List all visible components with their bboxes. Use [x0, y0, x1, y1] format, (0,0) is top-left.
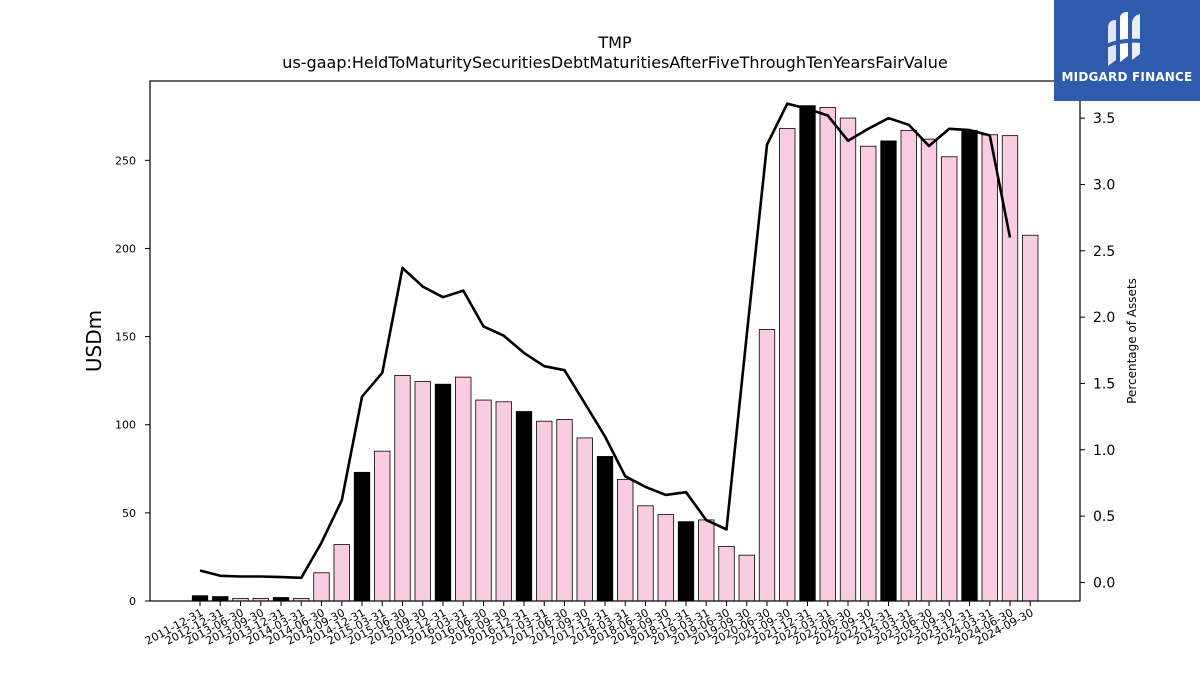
bar-2018-06-30: [637, 505, 654, 602]
bar-2019-06-30: [718, 545, 735, 602]
y2-tick-label: 1.0: [1093, 443, 1115, 459]
bar-2016-09-30: [495, 401, 512, 602]
bar-2022-09-30: [860, 145, 877, 602]
bar-2019-09-30: [738, 554, 755, 602]
y-axis-label: USDm: [82, 310, 106, 372]
bar-2021-12-31: [799, 105, 816, 602]
y2-axis-label: Percentage of Assets: [1125, 278, 1139, 404]
bars-group: [191, 105, 1039, 602]
bar-2015-12-31: [434, 383, 452, 602]
line-group: [199, 102, 1012, 580]
chart-title: TMP: [597, 33, 632, 52]
bar-2017-03-31: [536, 420, 553, 602]
logo-text: MIDGARD FINANCE: [1061, 70, 1193, 84]
y-tick-label: 50: [122, 507, 136, 520]
bar-2023-12-31: [961, 129, 978, 602]
y-tick-label: 200: [115, 242, 136, 255]
bar-2018-12-31: [677, 521, 695, 602]
bar-2020-06-30: [758, 329, 776, 602]
bar-2012-12-31: [212, 596, 229, 602]
bar-2014-12-31: [353, 471, 371, 602]
bar-2014-09-30: [333, 544, 350, 602]
y2-tick-label: 0.5: [1093, 509, 1115, 525]
bar-2022-03-31: [819, 107, 836, 602]
y-axis: 0 50 100 150 200 250: [115, 154, 150, 608]
bar-2016-03-31: [455, 376, 472, 602]
bar-2021-09-30: [779, 128, 796, 602]
line-percentage-of-assets: [199, 102, 1012, 580]
bar-2022-06-30: [839, 117, 857, 602]
bar-2016-06-30: [475, 399, 492, 602]
bar-2016-12-31: [515, 411, 533, 602]
bar-2015-09-30: [414, 381, 431, 602]
y-tick-label: 100: [115, 419, 136, 432]
bar-2015-06-30: [394, 374, 411, 602]
logo: MIDGARD FINANCE: [1054, 0, 1200, 101]
y-tick-label: 250: [115, 154, 136, 167]
bar-2015-03-31: [374, 450, 391, 602]
bar-2023-09-30: [941, 156, 958, 602]
bar-2018-09-30: [657, 514, 674, 602]
y2-tick-label: 2.5: [1093, 244, 1115, 260]
bar-2023-06-30: [920, 138, 938, 602]
x-axis: 2011-12-312012-12-312013-06-302013-09-30…: [143, 601, 1036, 648]
bar-2023-03-31: [900, 129, 917, 602]
bar-2024-09-30: [1022, 234, 1039, 602]
bar-2017-12-31: [596, 456, 614, 602]
bar-2017-09-30: [576, 437, 593, 602]
y2-tick-label: 2.0: [1093, 310, 1115, 326]
y2-tick-label: 0.0: [1093, 575, 1115, 591]
bar-2014-06-30: [313, 572, 330, 602]
y2-tick-label: 3.5: [1093, 111, 1115, 127]
y-tick-label: 0: [129, 595, 136, 608]
bar-2019-03-31: [698, 519, 715, 602]
y2-tick-label: 3.0: [1093, 177, 1115, 193]
y2-tick-label: 1.5: [1093, 376, 1115, 392]
bar-2011-12-31: [191, 595, 209, 602]
bar-2018-03-31: [617, 478, 634, 602]
bar-2022-12-31: [880, 140, 897, 602]
midgard-logo-icon: [1106, 12, 1148, 66]
chart-subtitle: us-gaap:HeldToMaturitySecuritiesDebtMatu…: [282, 53, 947, 72]
bar-2024-03-31: [981, 134, 998, 602]
y-tick-label: 150: [115, 331, 136, 344]
y2-axis: 0.0 0.5 1.0 1.5 2.0 2.5 3.0 3.5: [1080, 111, 1115, 591]
plot-frame: [149, 80, 1081, 602]
bar-2017-06-30: [556, 419, 573, 602]
